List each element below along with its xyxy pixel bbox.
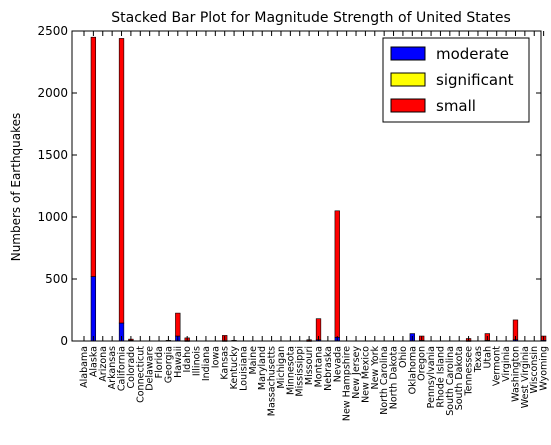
plot-frame	[71, 30, 542, 342]
x-tick-label: Idaho	[182, 346, 193, 373]
x-tick-label: Mississippi	[295, 346, 306, 397]
legend: moderate significant small	[382, 37, 530, 123]
x-tick-label: Pennsylvania	[426, 346, 437, 408]
x-tick-label: Arkansas	[107, 346, 118, 389]
x-tick-label: Florida	[154, 346, 165, 378]
bar-small-4	[118, 38, 125, 324]
x-tick-label: Nevada	[332, 346, 343, 382]
x-tick-label: Arizona	[98, 346, 109, 382]
x-tick-label: Tennessee	[464, 346, 475, 397]
x-tick-label: Alabama	[79, 346, 90, 388]
x-tick-label: South Dakota	[454, 346, 465, 410]
x-tick-label: California	[117, 346, 128, 391]
x-tick-label: Colorado	[126, 346, 137, 389]
bar-small-10	[175, 312, 181, 337]
y-tick-label: 2500	[37, 24, 68, 38]
y-tick-label: 0	[60, 334, 68, 348]
x-tick-label: Texas	[473, 346, 484, 373]
y-tick-label: 1500	[37, 148, 68, 162]
bar-moderate-1	[90, 276, 97, 342]
legend-swatch-moderate	[390, 46, 426, 61]
x-tick-label: Illinois	[192, 346, 203, 376]
y-tick-label: 1000	[37, 210, 68, 224]
x-tick-label: West Virginia	[520, 346, 531, 408]
legend-label-moderate: moderate	[436, 45, 509, 63]
legend-label-small: small	[436, 97, 476, 115]
x-tick-label: Kansas	[220, 346, 231, 380]
x-tick-label: Oklahoma	[407, 346, 418, 394]
x-tick-label: Wisconsin	[529, 346, 540, 393]
x-tick-label: North Carolina	[379, 346, 390, 415]
chart-title: Stacked Bar Plot for Magnitude Strength …	[111, 10, 511, 26]
x-tick-label: New Mexico	[360, 346, 371, 403]
x-tick-label: New Hampshire	[342, 346, 353, 421]
x-tick-label: North Dakota	[389, 346, 400, 409]
y-axis: 0 500 1000 1500 2000 2500	[37, 24, 541, 348]
x-tick-label: Ohio	[398, 346, 409, 368]
x-tick-label: Utah	[482, 346, 493, 369]
x-tick-label: Virginia	[501, 346, 512, 382]
bar-small-27	[334, 210, 340, 338]
x-tick-label: Maine	[248, 346, 259, 375]
legend-swatch-significant	[390, 72, 426, 87]
x-tick-label: Nebraska	[323, 346, 334, 391]
x-tick-label: Minnesota	[285, 346, 296, 395]
x-tick-label: Connecticut	[135, 346, 146, 403]
x-tick-label: Rhode Island	[435, 346, 446, 408]
bar-small-1	[90, 36, 97, 277]
x-tick-label: New York	[370, 346, 381, 390]
x-tick-label: Alaska	[88, 346, 99, 377]
legend-label-significant: significant	[436, 71, 514, 89]
x-tick-label: Georgia	[163, 346, 174, 383]
x-tick-label: Missouri	[304, 346, 315, 385]
x-tick-label: Wyoming	[539, 346, 550, 391]
x-tick-label: Massachusetts	[267, 346, 278, 416]
y-tick-label: 500	[45, 272, 68, 286]
x-tick-label: Iowa	[210, 346, 221, 368]
x-tick-label: Washington	[510, 346, 521, 402]
x-tick-label: New Jersey	[351, 346, 362, 399]
x-tick-label: Maryland	[257, 346, 268, 390]
legend-swatch-small	[390, 98, 426, 113]
x-axis: AlabamaAlaskaArizonaArkansasCaliforniaCo…	[79, 31, 550, 421]
x-tick-label: Hawaii	[173, 346, 184, 378]
x-tick-label: Michigan	[276, 346, 287, 389]
x-tick-label: Indiana	[201, 346, 212, 381]
x-tick-label: South Carolina	[445, 346, 456, 416]
x-tick-label: Kentucky	[229, 346, 240, 390]
x-tick-label: Delaware	[145, 346, 156, 391]
y-axis-label: Numbers of Earthquakes	[9, 113, 23, 262]
y-tick-label: 2000	[37, 86, 68, 100]
x-tick-label: Oregon	[417, 346, 428, 381]
x-tick-label: Louisiana	[238, 346, 249, 391]
x-tick-label: Montana	[314, 346, 325, 387]
x-tick-label: Vermont	[492, 346, 503, 386]
